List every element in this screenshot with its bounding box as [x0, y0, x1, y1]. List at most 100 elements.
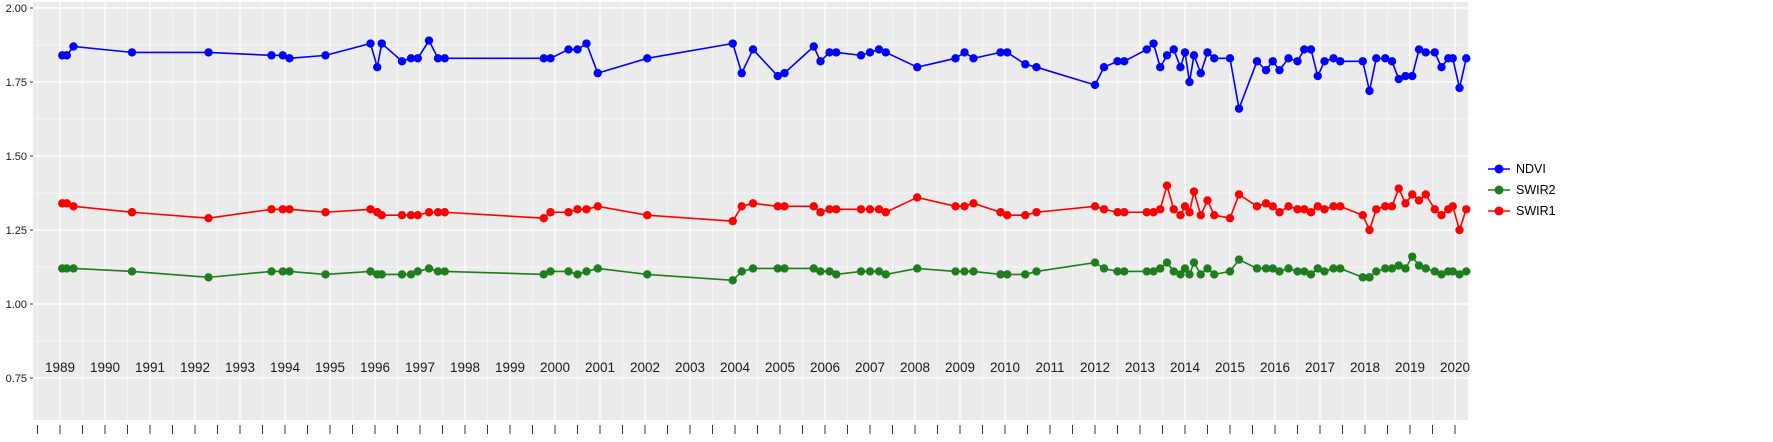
data-point-swir1	[1421, 190, 1430, 199]
data-point-swir2	[1448, 267, 1457, 276]
data-point-swir1	[564, 208, 573, 217]
data-point-ndvi	[737, 68, 746, 78]
data-point-ndvi	[593, 68, 602, 78]
data-point-swir1	[1329, 202, 1338, 211]
data-point-swir2	[413, 267, 422, 276]
data-point-swir1	[413, 211, 422, 220]
data-point-ndvi	[825, 48, 834, 57]
data-point-ndvi	[1032, 62, 1041, 72]
data-point-ndvi	[1156, 62, 1165, 72]
x-axis-tick-label: 1990	[90, 360, 120, 375]
data-point-swir2	[321, 270, 330, 279]
data-point-swir2	[1156, 264, 1165, 273]
data-point-swir1	[1261, 199, 1271, 208]
x-axis-tick-label: 2017	[1305, 360, 1335, 375]
data-point-swir1	[1394, 184, 1403, 193]
x-axis-tick-label: 2006	[810, 360, 840, 375]
data-point-swir2	[643, 270, 652, 279]
data-point-ndvi	[1099, 62, 1109, 72]
data-point-ndvi	[1176, 62, 1185, 72]
data-point-ndvi	[881, 48, 890, 57]
data-point-swir1	[1408, 190, 1417, 199]
data-point-ndvi	[285, 54, 294, 63]
data-point-swir2	[1408, 252, 1417, 261]
data-point-swir2	[1414, 261, 1424, 270]
data-point-swir2	[397, 270, 407, 279]
data-point-ndvi	[1113, 57, 1122, 66]
data-point-ndvi	[1142, 45, 1151, 54]
x-axis-tick-label: 1991	[135, 360, 165, 375]
x-axis-tick-label: 2007	[855, 360, 885, 375]
data-point-swir1	[127, 208, 137, 217]
data-point-swir1	[1225, 213, 1235, 223]
data-point-swir1	[1120, 208, 1129, 217]
data-point-swir2	[960, 267, 969, 276]
data-point-swir2	[1329, 264, 1338, 273]
data-point-ndvi	[539, 54, 548, 63]
data-point-ndvi	[406, 54, 416, 63]
data-point-swir2	[1421, 264, 1430, 273]
x-axis-tick-label: 2009	[945, 360, 975, 375]
data-point-ndvi	[1090, 80, 1100, 90]
data-point-swir1	[546, 208, 555, 217]
x-axis-tick-label: 1992	[180, 360, 210, 375]
data-point-ndvi	[951, 54, 960, 63]
data-point-swir1	[1358, 211, 1367, 220]
data-point-swir2	[267, 267, 276, 276]
data-point-swir1	[1180, 202, 1190, 211]
legend-key-icon	[1488, 164, 1510, 174]
data-point-swir1	[881, 208, 890, 217]
data-point-ndvi	[1162, 51, 1172, 60]
x-axis-tick-label: 1997	[405, 360, 435, 375]
data-point-ndvi	[1394, 74, 1403, 84]
data-point-swir2	[1090, 258, 1100, 267]
data-point-ndvi	[1169, 45, 1178, 54]
data-point-swir2	[1099, 264, 1109, 273]
data-point-ndvi	[1252, 57, 1262, 66]
data-point-swir2	[874, 267, 884, 276]
data-point-swir1	[960, 202, 969, 211]
data-point-swir1	[969, 199, 978, 208]
data-point-swir1	[1185, 208, 1194, 217]
data-point-swir2	[728, 276, 737, 285]
data-point-swir1	[267, 205, 276, 214]
data-point-swir1	[278, 205, 287, 214]
x-axis-tick-label: 1999	[495, 360, 525, 375]
x-axis-tick-label: 2008	[900, 360, 930, 375]
data-point-swir2	[285, 267, 294, 276]
data-point-swir1	[996, 208, 1005, 217]
data-point-swir2	[996, 270, 1005, 279]
data-point-ndvi	[960, 48, 969, 57]
data-point-swir2	[377, 270, 386, 279]
data-point-swir2	[1275, 267, 1284, 276]
data-point-ndvi	[1320, 57, 1329, 66]
data-point-ndvi	[913, 62, 922, 72]
data-point-swir2	[825, 267, 834, 276]
data-point-swir2	[856, 267, 866, 276]
data-point-ndvi	[1203, 48, 1212, 57]
data-point-swir1	[737, 202, 746, 211]
data-point-swir1	[204, 213, 213, 223]
data-point-swir2	[1293, 267, 1302, 276]
data-point-ndvi	[1275, 65, 1284, 75]
data-point-swir1	[397, 211, 407, 220]
data-point-ndvi	[643, 54, 652, 63]
data-point-ndvi	[1408, 71, 1417, 81]
data-point-swir2	[1268, 264, 1277, 273]
data-point-swir1	[1414, 196, 1424, 205]
x-axis-tick-label: 1989	[45, 360, 75, 375]
data-point-ndvi	[69, 42, 78, 51]
data-point-ndvi	[582, 39, 591, 48]
x-axis-tick-label: 2019	[1395, 360, 1425, 375]
data-point-ndvi	[969, 54, 978, 63]
data-point-ndvi	[546, 54, 555, 63]
data-point-ndvi	[1149, 39, 1158, 48]
data-point-ndvi	[1313, 71, 1322, 81]
data-point-swir2	[1203, 264, 1212, 273]
data-point-ndvi	[1210, 54, 1219, 63]
data-point-swir2	[1394, 261, 1403, 270]
y-axis-tick-label: 0.75	[6, 373, 27, 385]
data-point-swir2	[832, 270, 841, 279]
data-point-ndvi	[1387, 57, 1397, 66]
